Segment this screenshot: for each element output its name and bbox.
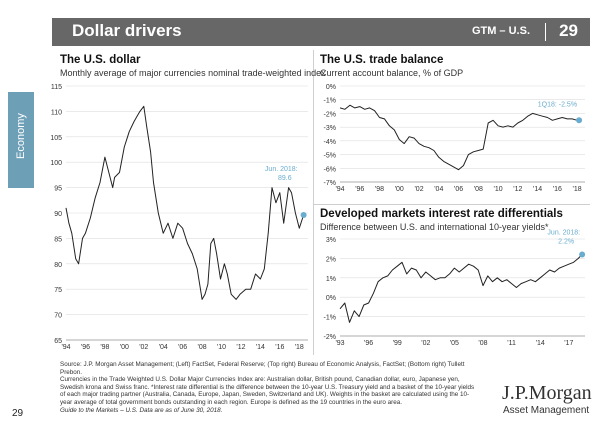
source-line: Guide to the Markets – U.S. Data are as … (60, 406, 223, 414)
rates-ytick-label: 2% (326, 256, 336, 263)
header-bar: Dollar drivers GTM – U.S. 29 (52, 18, 590, 46)
usd-xtick-label: '96 (81, 344, 90, 351)
usd-ytick-label: 95 (54, 186, 62, 193)
rates-xtick-label: '02 (421, 340, 430, 347)
usd-xtick-label: '98 (100, 344, 109, 351)
usd-ytick-label: 65 (54, 338, 62, 345)
footer-page-number: 29 (12, 408, 24, 419)
horizontal-divider (313, 204, 590, 205)
trade-xtick-label: '04 (434, 186, 443, 193)
usd-xtick-label: '08 (198, 344, 207, 351)
trade-xtick-label: '16 (553, 186, 562, 193)
rates-ytick-label: -1% (324, 315, 336, 322)
rates-xtick-label: '14 (536, 340, 545, 347)
rates-chart-subtitle: Difference between U.S. and internationa… (320, 222, 549, 232)
usd-ytick-label: 115 (51, 84, 62, 91)
usd-ytick-label: 100 (50, 160, 62, 167)
trade-ytick-label: -6% (324, 166, 336, 173)
trade-xtick-label: '08 (474, 186, 483, 193)
trade-xtick-label: '10 (494, 186, 503, 193)
source-notes: Source: J.P. Morgan Asset Management; (L… (60, 361, 480, 414)
rates-xtick-label: '17 (564, 340, 573, 347)
usd-xtick-label: '18 (295, 344, 304, 351)
rates-annotation-value: 2.2% (558, 239, 574, 246)
rates-end-marker (579, 251, 586, 258)
usd-ytick-label: 90 (54, 211, 62, 218)
usd-ytick-label: 70 (54, 313, 62, 320)
source-line: Currencies in the Trade Weighted U.S. Do… (60, 376, 475, 406)
trade-ytick-label: -1% (324, 98, 336, 105)
trade-xtick-label: '00 (395, 186, 404, 193)
rates-ytick-label: 0% (326, 295, 336, 302)
rates-series-line (339, 254, 583, 323)
usd-xtick-label: '14 (256, 344, 265, 351)
logo-subtitle: Asset Management (503, 405, 590, 416)
usd-xtick-label: '94 (61, 344, 70, 351)
usd-xtick-label: '16 (275, 344, 284, 351)
usd-chart-title: The U.S. dollar (60, 54, 141, 66)
usd-xtick-label: '02 (139, 344, 148, 351)
usd-xtick-label: '00 (120, 344, 129, 351)
trade-ytick-label: -2% (324, 111, 336, 118)
trade-xtick-label: '18 (573, 186, 582, 193)
usd-xtick-label: '04 (159, 344, 168, 351)
trade-xtick-label: '98 (375, 186, 384, 193)
trade-chart-subtitle: Current account balance, % of GDP (320, 68, 464, 78)
trade-xtick-label: '14 (533, 186, 542, 193)
usd-chart-subtitle: Monthly average of major currencies nomi… (60, 68, 326, 78)
rates-chart-title: Developed markets interest rate differen… (320, 208, 563, 220)
usd-annotation-label: Jun. 2018: (265, 166, 298, 173)
trade-xtick-label: '02 (414, 186, 423, 193)
rates-ytick-label: 1% (326, 276, 336, 283)
usd-series-line (65, 105, 305, 300)
usd-ytick-label: 75 (54, 287, 62, 294)
trade-ytick-label: -7% (324, 180, 336, 187)
trade-xtick-label: '96 (355, 186, 364, 193)
usd-xtick-label: '12 (236, 344, 245, 351)
rates-xtick-label: '05 (450, 340, 459, 347)
rates-ytick-label: 3% (326, 237, 336, 244)
side-tab-economy[interactable]: Economy (8, 92, 34, 188)
usd-ytick-label: 80 (54, 262, 62, 269)
rates-xtick-label: '11 (507, 340, 516, 347)
jpmorgan-logo: J.P.Morgan (502, 382, 592, 404)
section-label: GTM – U.S. (471, 25, 530, 37)
header-page-number: 29 (559, 21, 578, 40)
trade-annotation-label: 1Q18: -2.5% (538, 101, 577, 108)
page-title: Dollar drivers (72, 21, 182, 40)
trade-xtick-label: '06 (454, 186, 463, 193)
source-line: Source: J.P. Morgan Asset Management; (L… (60, 361, 465, 376)
trade-xtick-label: '94 (335, 186, 344, 193)
usd-end-marker (300, 212, 307, 219)
rates-xtick-label: '93 (335, 340, 344, 347)
usd-ytick-label: 105 (50, 135, 62, 142)
rates-xtick-label: '96 (364, 340, 373, 347)
trade-ytick-label: 0% (326, 84, 336, 91)
trade-ytick-label: -3% (324, 125, 336, 132)
usd-xtick-label: '10 (217, 344, 226, 351)
trade-xtick-label: '12 (513, 186, 522, 193)
trade-ytick-label: -5% (324, 153, 336, 160)
rates-xtick-label: '08 (478, 340, 487, 347)
trade-ytick-label: -4% (324, 139, 336, 146)
rates-annotation-label: Jun. 2018: (547, 230, 580, 237)
trade-chart-title: The U.S. trade balance (320, 54, 444, 66)
trade-series-line (339, 104, 580, 171)
rates-xtick-label: '99 (393, 340, 402, 347)
rates-ytick-label: -2% (324, 334, 336, 341)
usd-ytick-label: 110 (51, 109, 62, 116)
usd-annotation-value: 89.6 (278, 175, 292, 182)
usd-xtick-label: '06 (178, 344, 187, 351)
vertical-divider (313, 50, 314, 355)
header-divider (545, 23, 546, 41)
trade-end-marker (576, 117, 583, 124)
usd-ytick-label: 85 (54, 236, 62, 243)
